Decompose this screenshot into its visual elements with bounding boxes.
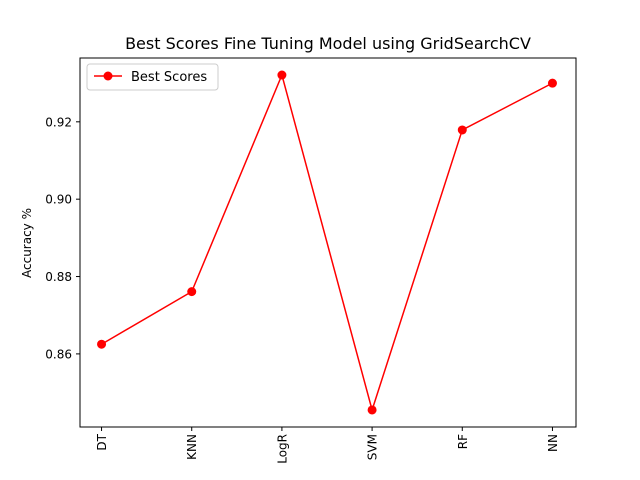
chart-title: Best Scores Fine Tuning Model using Grid… xyxy=(125,34,531,53)
data-point xyxy=(277,70,287,80)
x-tick-label: DT xyxy=(95,433,109,450)
y-tick-label: 0.88 xyxy=(45,270,72,284)
data-point xyxy=(187,287,197,297)
axes: 0.86 0.88 0.90 0.92 DT KNN LogR SVM RF NN xyxy=(45,57,577,464)
y-tick-label: 0.90 xyxy=(45,193,72,207)
data-point xyxy=(457,125,467,135)
legend-frame xyxy=(86,63,219,91)
series-layer xyxy=(97,70,557,415)
legend: Best Scores xyxy=(86,63,219,91)
data-point xyxy=(97,339,107,349)
x-tick-label: LogR xyxy=(275,434,289,464)
x-tick-label: KNN xyxy=(185,434,199,460)
y-tick-label: 0.92 xyxy=(45,115,72,129)
data-point xyxy=(547,78,557,88)
legend-label: Best Scores xyxy=(131,70,207,85)
plot-frame xyxy=(79,57,577,428)
x-tick-label: SVM xyxy=(366,434,380,460)
legend-marker-swatch xyxy=(103,71,113,81)
x-tick-label: RF xyxy=(456,434,470,449)
y-tick-label: 0.86 xyxy=(45,347,72,361)
data-point xyxy=(367,405,377,415)
series-line xyxy=(101,74,553,411)
y-axis-label: Accuracy % xyxy=(20,208,34,278)
x-tick-label: NN xyxy=(546,434,560,452)
